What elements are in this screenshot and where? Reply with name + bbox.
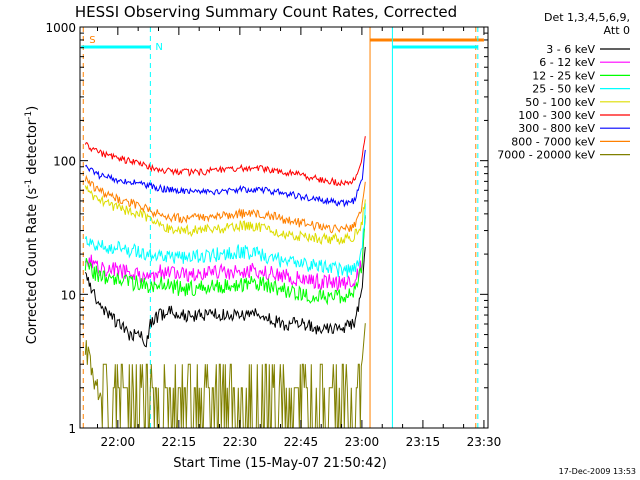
- x-tick-label-0: 22:00: [101, 435, 136, 449]
- y-axis-label-mid: detector: [25, 119, 40, 179]
- series-0-line: [84, 246, 366, 348]
- series-4-line: [84, 184, 366, 246]
- series-8: [84, 323, 366, 429]
- attenuator-label: S: [89, 35, 95, 46]
- series-7: [84, 174, 366, 234]
- y-axis-label-sup1: -1: [24, 179, 34, 188]
- svg-text:Corrected Count Rate (s-1 dete: Corrected Count Rate (s-1 detector-1): [24, 106, 40, 344]
- legend-label-4: 50 - 100 keV: [525, 96, 595, 109]
- axes: 1 10 100 1000 22:00 22:15 22:30 22:45 23:00 23:15…: [45, 21, 501, 449]
- legend-header-line-1: Det 1,3,4,5,6,9,: [544, 11, 630, 24]
- series-3: [84, 203, 366, 278]
- plot-frame: [79, 26, 489, 429]
- x-tick-label-1: 22:15: [162, 435, 197, 449]
- footer-date: 17-Dec-2009 13:53: [559, 467, 636, 476]
- series-7-line: [84, 174, 366, 234]
- y-tick-label-3: 1000: [45, 21, 76, 35]
- series-3-line: [84, 203, 366, 278]
- y-tick-label-2: 100: [53, 155, 76, 169]
- y-axis-label-sup2: -1: [24, 111, 34, 120]
- x-axis-label: Start Time (15-May-07 21:50:42): [173, 456, 387, 471]
- series-layer: [84, 136, 366, 429]
- y-tick-label-0: 1: [68, 422, 76, 436]
- legend-label-0: 3 - 6 keV: [546, 43, 595, 56]
- y-axis-label: Corrected Count Rate (s-1 detector-1): [24, 106, 40, 344]
- legend-label-8: 7000 - 20000 keV: [497, 149, 595, 162]
- legend-label-6: 300 - 800 keV: [518, 122, 595, 135]
- legend-label-1: 6 - 12 keV: [539, 56, 595, 69]
- series-6: [85, 149, 366, 208]
- legend-label-3: 25 - 50 keV: [532, 83, 595, 96]
- chart-title: HESSI Observing Summary Count Rates, Cor…: [75, 3, 457, 21]
- series-5: [84, 136, 366, 187]
- series-5-line: [84, 136, 366, 187]
- x-tick-label-4: 23:00: [345, 435, 380, 449]
- legend-label-5: 100 - 300 keV: [518, 109, 595, 122]
- legend-header-line-2: Att 0: [604, 24, 630, 37]
- series-2: [84, 215, 366, 306]
- night-label: N: [155, 42, 162, 53]
- x-tick-label-3: 22:45: [284, 435, 319, 449]
- legend-header: Det 1,3,4,5,6,9, Att 0: [544, 11, 630, 37]
- series-8-line: [84, 323, 366, 429]
- series-0: [84, 246, 366, 348]
- legend-label-7: 800 - 7000 keV: [511, 135, 595, 148]
- x-tick-label-5: 23:15: [406, 435, 441, 449]
- series-6-line: [85, 149, 366, 208]
- y-axis-label-end: ): [25, 106, 40, 111]
- series-2-line: [84, 215, 366, 306]
- legend-label-2: 12 - 25 keV: [532, 69, 595, 82]
- y-tick-label-1: 10: [61, 288, 76, 302]
- series-4: [84, 184, 366, 246]
- y-axis-label-main: Corrected Count Rate (s: [25, 188, 40, 345]
- x-tick-label-2: 22:30: [223, 435, 258, 449]
- x-tick-label-6: 23:30: [467, 435, 502, 449]
